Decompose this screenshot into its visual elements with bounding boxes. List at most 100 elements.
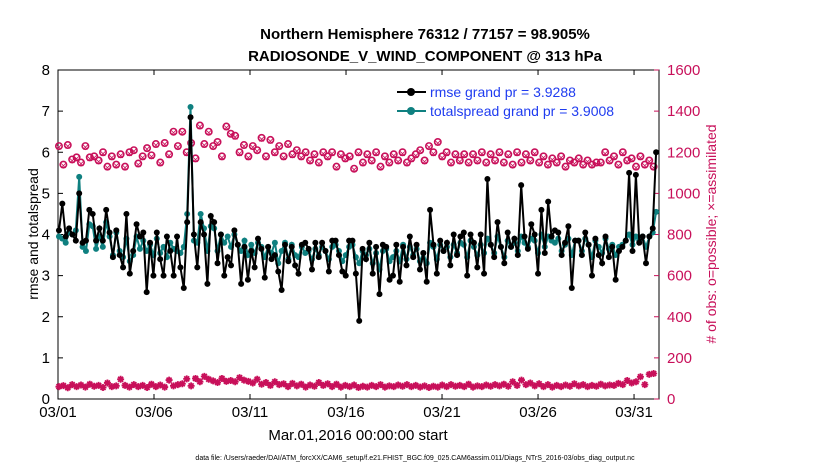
rmse-point — [440, 247, 447, 254]
obs-possible-point — [275, 142, 284, 151]
obs-possible-cross: × — [315, 160, 323, 170]
obs-possible-point — [420, 156, 429, 165]
y-left-tick-label: 7 — [42, 103, 50, 120]
obs-possible-point — [482, 158, 491, 167]
obs-assimilated-point — [610, 381, 618, 389]
obs-assimilated-point — [557, 383, 565, 391]
rmse-point — [221, 272, 228, 279]
obs-assimilated-point — [434, 383, 442, 391]
obs-possible-point — [266, 135, 275, 144]
obs-possible-cross: × — [619, 149, 627, 159]
y-left-tick-label: 3 — [42, 268, 50, 285]
obs-possible-cross: × — [293, 147, 301, 157]
obs-possible-cross: × — [218, 153, 226, 163]
rmse-point — [599, 260, 606, 267]
obs-possible-point — [447, 158, 456, 167]
obs-possible-point — [385, 158, 394, 167]
obs-possible-cross: × — [408, 155, 416, 165]
obs-assimilated-point — [174, 381, 182, 389]
obs-assimilated-point — [152, 383, 160, 391]
rmse-point — [410, 254, 417, 261]
obs-assimilated-point — [200, 372, 208, 380]
obs-possible-cross: × — [174, 143, 182, 153]
obs-possible-cross: × — [579, 162, 587, 172]
obs-possible-cross: × — [227, 131, 235, 141]
obs-possible-point — [85, 153, 94, 162]
obs-possible-point — [226, 129, 235, 138]
obs-assimilated-point — [588, 381, 596, 389]
obs-assimilated-point — [597, 380, 605, 388]
rmse-point — [66, 225, 73, 232]
obs-possible-cross: × — [231, 133, 239, 143]
rmse-point — [400, 243, 407, 250]
totalspread-point — [278, 247, 285, 254]
obs-possible-cross: × — [575, 155, 583, 165]
obs-possible-point — [332, 162, 341, 171]
obs-possible-point — [345, 152, 354, 161]
rmse-point — [548, 233, 555, 240]
obs-assimilated-point — [249, 379, 257, 387]
obs-possible-point — [451, 150, 460, 159]
y-axis-right: 0 200 400 600 800 1000 1200 1400 1600 — [654, 62, 700, 408]
obs-assimilated-point — [288, 379, 296, 387]
obs-possible-cross: × — [637, 153, 645, 163]
y-right-tick-label: 600 — [667, 268, 692, 285]
x-tick-label: 03/31 — [615, 404, 653, 421]
obs-assimilated-point — [553, 381, 561, 389]
obs-possible-cross: × — [170, 129, 178, 139]
rmse-point — [518, 182, 525, 189]
obs-assimilated-point — [421, 382, 429, 390]
obs-assimilated-series — [55, 370, 658, 392]
obs-assimilated-point — [280, 380, 288, 388]
rmse-point — [163, 233, 170, 240]
x-tick-label: 03/06 — [135, 404, 173, 421]
x-tick-label: 03/01 — [39, 404, 77, 421]
obs-possible-point — [367, 156, 376, 165]
obs-assimilated-point — [187, 382, 195, 390]
obs-possible-point — [147, 151, 156, 160]
obs-possible-point — [442, 148, 451, 157]
obs-possible-cross: × — [68, 156, 76, 166]
obs-possible-point — [341, 154, 350, 163]
obs-possible-point — [609, 152, 618, 161]
obs-possible-cross: × — [650, 164, 658, 174]
obs-possible-point — [81, 142, 90, 151]
rmse-point — [514, 252, 521, 259]
rmse-point — [602, 233, 609, 240]
rmse-point — [629, 247, 636, 254]
rmse-point — [231, 227, 238, 234]
rmse-point — [423, 278, 430, 285]
rmse-point — [69, 231, 76, 238]
obs-possible-point — [336, 150, 345, 159]
rmse-point — [491, 254, 498, 261]
rmse-point — [427, 206, 434, 213]
obs-possible-point — [640, 160, 649, 169]
obs-possible-cross: × — [108, 153, 116, 163]
obs-possible-cross: × — [311, 151, 319, 161]
rmse-point — [562, 239, 569, 246]
obs-assimilated-point — [473, 382, 481, 390]
totalspread-point — [271, 239, 278, 246]
obs-assimilated-point — [81, 383, 89, 391]
obs-assimilated-point — [412, 381, 420, 389]
obs-possible-cross: × — [165, 151, 173, 161]
obs-possible-cross: × — [267, 137, 275, 147]
obs-possible-cross: × — [562, 164, 570, 174]
obs-possible-point — [288, 150, 297, 159]
rmse-point — [612, 276, 619, 283]
obs-assimilated-point — [540, 383, 548, 391]
obs-possible-point — [596, 158, 605, 167]
obs-possible-cross: × — [179, 129, 187, 139]
obs-assimilated-point — [183, 375, 191, 383]
obs-assimilated-point — [293, 382, 301, 390]
rmse-point — [258, 245, 265, 252]
obs-possible-point — [195, 121, 204, 130]
rmse-point — [126, 270, 133, 277]
obs-possible-point — [112, 160, 121, 169]
rmse-point — [376, 291, 383, 298]
obs-possible-point — [574, 154, 583, 163]
y-left-tick-label: 2 — [42, 309, 50, 326]
rmse-point — [649, 225, 656, 232]
obs-assimilated-point — [416, 383, 424, 391]
obs-assimilated-point — [584, 383, 592, 391]
